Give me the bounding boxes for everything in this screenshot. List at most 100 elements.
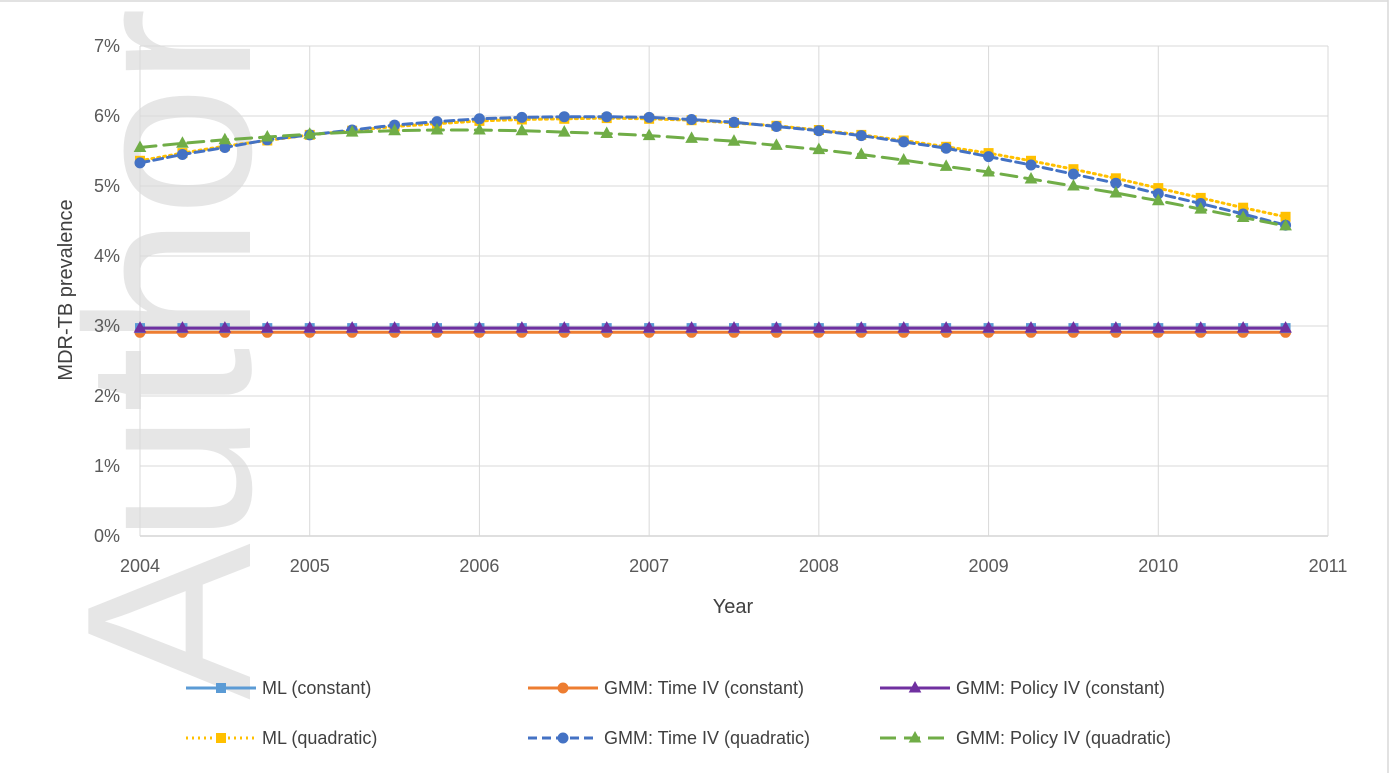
x-axis-title: Year [713,596,754,618]
data-point [1236,210,1250,222]
data-point [134,157,146,169]
gridlines [139,45,1329,537]
legend-entry-gmm-time-iv-quadratic: GMM: Time IV (quadratic) [528,728,810,748]
data-point [982,164,995,177]
x-tick-label: 2009 [969,556,1009,576]
legend-label: ML (constant) [262,678,371,698]
legend-entry-ml-constant: ML (constant) [186,678,371,698]
x-tick-label: 2008 [799,556,839,576]
data-point [600,321,614,333]
data-point [643,111,655,123]
y-tick-label: 0% [94,526,120,546]
data-point [345,321,359,333]
data-point [939,321,953,333]
data-point [813,125,825,137]
y-axis-tick-labels: 0% 1% 2% 3% 4% 5% 6% 7% [94,36,120,546]
data-point [557,125,571,137]
series-line-gmm-time-iv-quadratic [138,115,1288,227]
data-point [260,129,274,142]
data-point [473,122,486,135]
data-point [473,321,486,333]
data-point [1194,321,1208,333]
data-point [473,113,485,125]
data-point [898,136,910,148]
series-gmm-policy-iv-quadratic [133,122,1292,231]
data-point [176,136,189,148]
data-point [983,151,995,163]
data-point [770,121,782,132]
data-point [1109,185,1123,198]
data-point [812,142,826,155]
x-axis-tick-labels: 2004 2005 2006 2007 2008 2009 2010 2011 [120,556,1347,576]
data-point [218,321,232,333]
data-point [1236,321,1250,333]
data-point [940,142,952,154]
y-tick-label: 6% [94,106,120,126]
x-tick-label: 2010 [1138,556,1178,576]
data-point [176,149,188,160]
legend-swatch-marker [908,730,922,743]
data-point [1067,178,1080,191]
y-axis-title: MDR-TB prevalence [55,199,77,380]
data-point [982,321,995,333]
legend-label: GMM: Time IV (quadratic) [604,728,810,748]
legend-entry-gmm-time-iv-constant: GMM: Time IV (constant) [528,678,804,698]
data-point [388,321,401,333]
data-point [1024,321,1038,333]
y-tick-label: 4% [94,246,120,266]
legend: ML (constant) GMM: Time IV (constant) GMM:… [186,678,1171,748]
data-point [1109,321,1123,333]
data-point [303,127,317,139]
data-point [897,321,911,333]
data-point [1067,168,1079,180]
data-point [685,131,698,143]
data-point [1279,218,1292,231]
data-point [557,321,571,333]
data-point [642,321,656,333]
y-tick-label: 2% [94,386,120,406]
data-point [1194,202,1208,214]
data-point [600,126,614,138]
legend-swatch-marker [216,733,226,743]
data-point [727,134,741,146]
legend-swatch-marker [216,683,226,693]
data-point [854,321,868,333]
data-point [686,114,698,125]
legend-entry-gmm-policy-iv-constant: GMM: Policy IV (constant) [880,678,1165,698]
legend-entry-ml-quadratic: ML (quadratic) [186,728,377,748]
legend-swatch-marker [557,682,569,694]
data-point [133,140,147,152]
y-tick-label: 1% [94,456,120,476]
data-point [218,132,232,145]
y-tick-label: 7% [94,36,120,56]
data-point [430,321,444,333]
data-point [558,111,570,123]
data-point [939,159,953,171]
plot-series [133,111,1292,338]
x-tick-label: 2007 [629,556,669,576]
series-gmm-policy-iv-constant [133,321,1292,333]
data-point [1151,321,1165,333]
data-point [1279,321,1292,333]
data-point [1151,193,1165,206]
x-tick-label: 2005 [290,556,330,576]
data-point [515,321,529,333]
data-point [1067,321,1080,333]
y-tick-label: 3% [94,316,120,336]
data-point [133,321,147,333]
data-point [260,321,274,333]
data-point [516,111,528,123]
data-point [303,321,317,333]
data-point [388,123,401,136]
data-point [642,128,656,141]
data-point [515,123,529,136]
data-point [601,111,613,123]
x-tick-label: 2006 [459,556,499,576]
legend-label: ML (quadratic) [262,728,377,748]
data-point [854,147,868,159]
x-tick-label: 2011 [1309,556,1348,576]
data-point [1024,171,1038,184]
data-point [430,122,444,135]
